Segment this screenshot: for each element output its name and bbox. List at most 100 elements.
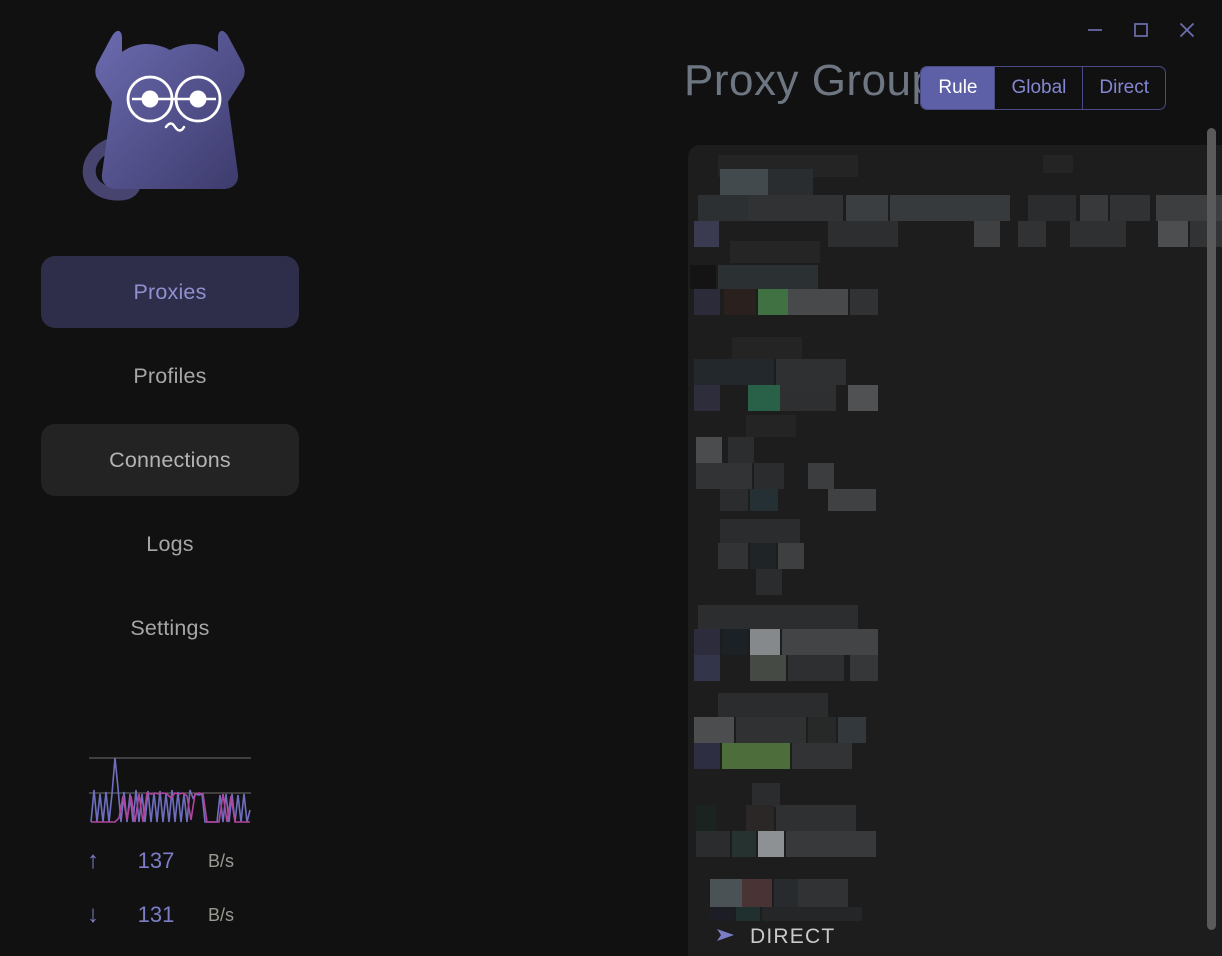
redacted-proxy-chip: [728, 437, 754, 463]
scrollbar-thumb[interactable]: [1207, 128, 1216, 930]
redacted-proxy-chip: [1080, 195, 1108, 221]
send-arrow-icon: [716, 927, 738, 947]
sidebar-item-label: Settings: [130, 615, 210, 640]
cat-logo-icon: [70, 16, 270, 221]
redacted-proxy-chip: [774, 879, 798, 907]
scrollbar[interactable]: [1200, 0, 1222, 956]
redacted-proxy-chip: [694, 655, 720, 681]
upload-rate: ↑ 137 B/s: [70, 834, 270, 888]
close-icon: [1175, 18, 1199, 42]
upload-rate-value: 137: [137, 848, 175, 873]
arrow-down-icon: ↓: [87, 901, 99, 928]
page-title: Proxy Groups: [684, 56, 959, 105]
redacted-proxy-chip: [736, 717, 806, 743]
mode-button-rule[interactable]: Rule: [921, 67, 996, 109]
table-row[interactable]: DIRECT: [688, 865, 1222, 956]
redacted-proxy-chip: [720, 489, 748, 511]
redacted-proxy-chip: [776, 805, 856, 831]
table-row[interactable]: [688, 595, 1222, 685]
redacted-group-name: [698, 605, 858, 629]
table-row[interactable]: [688, 775, 1222, 865]
redacted-proxy-chip: [718, 265, 818, 289]
redacted-proxy-chip: [778, 543, 804, 569]
redacted-proxy-chip: [786, 831, 876, 857]
redacted-proxy-chip: [748, 385, 780, 411]
table-row[interactable]: [688, 237, 1222, 325]
table-row[interactable]: [688, 415, 1222, 511]
redacted-proxy-chip: [722, 629, 748, 655]
list-item[interactable]: DIRECT: [688, 916, 1222, 956]
redacted-proxy-chip: [828, 489, 876, 511]
redacted-group-name: [1043, 155, 1073, 173]
sidebar-item-logs[interactable]: Logs: [41, 508, 299, 580]
redacted-proxy-chip: [756, 569, 782, 595]
sidebar: Proxies Profiles Connections Logs Settin…: [0, 0, 340, 956]
mode-button-label: Global: [1011, 77, 1067, 98]
redacted-proxy-chip: [850, 655, 878, 681]
redacted-proxy-chip: [718, 543, 748, 569]
main-content: Proxy Groups Rule Global Direct: [340, 0, 1222, 956]
redacted-proxy-chip: [828, 221, 898, 247]
redacted-proxy-chip: [750, 489, 778, 511]
redacted-proxy-chip: [724, 289, 756, 315]
mode-button-label: Direct: [1099, 77, 1149, 98]
arrow-up-icon: ↑: [87, 847, 99, 874]
redacted-proxy-chip: [722, 743, 790, 769]
mode-button-global[interactable]: Global: [995, 67, 1084, 109]
redacted-proxy-chip: [798, 879, 848, 907]
sidebar-item-proxies[interactable]: Proxies: [41, 256, 299, 328]
download-rate-unit: B/s: [208, 904, 235, 925]
redacted-group-name: [690, 265, 716, 289]
redacted-proxy-chip: [1190, 221, 1222, 247]
app-logo: [65, 16, 275, 221]
redacted-proxy-chip: [782, 629, 878, 655]
redacted-proxy-chip: [788, 289, 848, 315]
table-row[interactable]: [688, 145, 1222, 247]
sidebar-item-label: Proxies: [133, 279, 207, 304]
redacted-proxy-chip: [694, 717, 734, 743]
redacted-proxy-chip: [696, 831, 730, 857]
proxy-mode-toggle: Rule Global Direct: [920, 66, 1166, 110]
sidebar-item-connections[interactable]: Connections: [41, 424, 299, 496]
redacted-proxy-chip: [696, 437, 722, 463]
traffic-sparkline-chart: [87, 750, 253, 834]
mode-button-direct[interactable]: Direct: [1083, 67, 1165, 109]
redacted-proxy-chip: [1110, 195, 1150, 221]
sidebar-item-settings[interactable]: Settings: [41, 592, 299, 664]
redacted-proxy-chip: [788, 655, 844, 681]
redacted-proxy-chip: [696, 463, 752, 489]
redacted-proxy-chip: [750, 543, 776, 569]
redacted-proxy-chip: [1018, 221, 1046, 247]
redacted-group-name: [720, 519, 800, 543]
table-row[interactable]: [688, 325, 1222, 415]
redacted-proxy-chip: [776, 359, 846, 385]
redacted-proxy-chip: [850, 289, 878, 315]
direct-entry-label: DIRECT: [750, 925, 836, 948]
redacted-proxy-chip: [710, 879, 742, 907]
upload-rate-unit: B/s: [208, 850, 235, 871]
maximize-button[interactable]: [1118, 7, 1164, 53]
sidebar-item-label: Profiles: [133, 363, 207, 388]
redacted-proxy-chip: [748, 195, 843, 221]
redacted-proxy-chip: [1028, 195, 1076, 221]
redacted-proxy-chip: [768, 169, 813, 195]
table-row[interactable]: [688, 505, 1222, 595]
redacted-proxy-chip: [848, 385, 878, 411]
redacted-proxy-chip: [1158, 221, 1188, 247]
sidebar-item-profiles[interactable]: Profiles: [41, 340, 299, 412]
close-button[interactable]: [1164, 7, 1210, 53]
redacted-proxy-chip: [732, 831, 756, 857]
redacted-group-name: [730, 241, 820, 263]
redacted-proxy-chip: [694, 743, 720, 769]
minimize-button[interactable]: [1072, 7, 1118, 53]
minimize-icon: [1084, 19, 1106, 41]
redacted-proxy-chip: [694, 359, 774, 385]
redacted-proxy-chip: [698, 195, 748, 221]
redacted-proxy-chip: [758, 289, 788, 315]
table-row[interactable]: [688, 685, 1222, 775]
redacted-proxy-chip: [808, 463, 834, 489]
redacted-proxy-chip: [694, 629, 720, 655]
redacted-proxy-chip: [838, 717, 866, 743]
download-rate-value: 131: [137, 902, 175, 927]
